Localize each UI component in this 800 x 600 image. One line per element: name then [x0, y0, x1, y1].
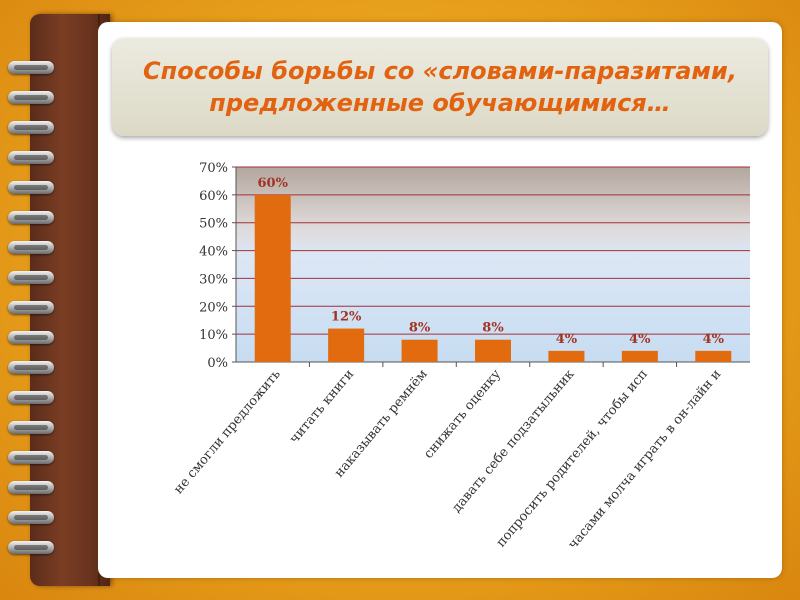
bar [475, 339, 511, 362]
x-tick-label: не смогли предложить [171, 367, 284, 497]
bar [328, 328, 365, 362]
binder-ring [8, 91, 54, 104]
binder-ring [8, 121, 54, 134]
data-label: 12% [331, 310, 362, 325]
data-label: 4% [556, 332, 578, 347]
data-label: 4% [703, 332, 725, 347]
data-label: 4% [629, 332, 651, 347]
y-tick-label: 70% [199, 161, 228, 176]
plot-area [236, 167, 750, 362]
data-label: 8% [482, 321, 504, 336]
binder-ring [8, 421, 54, 434]
y-tick-label: 60% [199, 189, 228, 204]
y-tick-label: 30% [199, 272, 228, 287]
data-label: 8% [409, 321, 431, 336]
binder-ring [8, 481, 54, 494]
bar [695, 350, 732, 362]
binder-ring [8, 241, 54, 254]
y-tick-label: 50% [199, 217, 228, 232]
x-tick-label: снижать оценку [421, 367, 504, 462]
binder-ring [8, 181, 54, 194]
data-label: 60% [257, 176, 288, 191]
slide-title: Способы борьбы со «словами-паразитами, п… [143, 55, 737, 119]
binder-ring [8, 391, 54, 404]
binder-ring [8, 301, 54, 314]
binder-ring [8, 361, 54, 374]
bar [548, 350, 585, 362]
y-tick-label: 0% [207, 356, 228, 371]
slide-title-line-2: предложенные обучающимися… [209, 89, 671, 117]
binder-ring [8, 61, 54, 74]
x-tick-label: читать книги [287, 367, 357, 447]
y-tick-label: 40% [199, 245, 228, 260]
x-tick-label: давать себе подзатыльник [449, 367, 577, 516]
binder-ring [8, 541, 54, 554]
binder-ring [8, 211, 54, 224]
slide-title-line-1: Способы борьбы со «словами-паразитами, [143, 57, 737, 85]
x-tick-label: часами молча играть в он-лайн и [565, 367, 724, 552]
binder-ring [8, 451, 54, 464]
y-tick-label: 10% [199, 328, 228, 343]
title-panel: Способы борьбы со «словами-паразитами, п… [112, 38, 768, 136]
binder-ring [8, 151, 54, 164]
binder-ring [8, 331, 54, 344]
y-tick-label: 20% [199, 300, 228, 315]
bar [254, 194, 291, 362]
binder-ring [8, 511, 54, 524]
binder-ring [8, 271, 54, 284]
bar [401, 339, 438, 362]
bar [621, 350, 658, 362]
x-tick-label: попросить родителей, чтобы исп [494, 367, 651, 550]
